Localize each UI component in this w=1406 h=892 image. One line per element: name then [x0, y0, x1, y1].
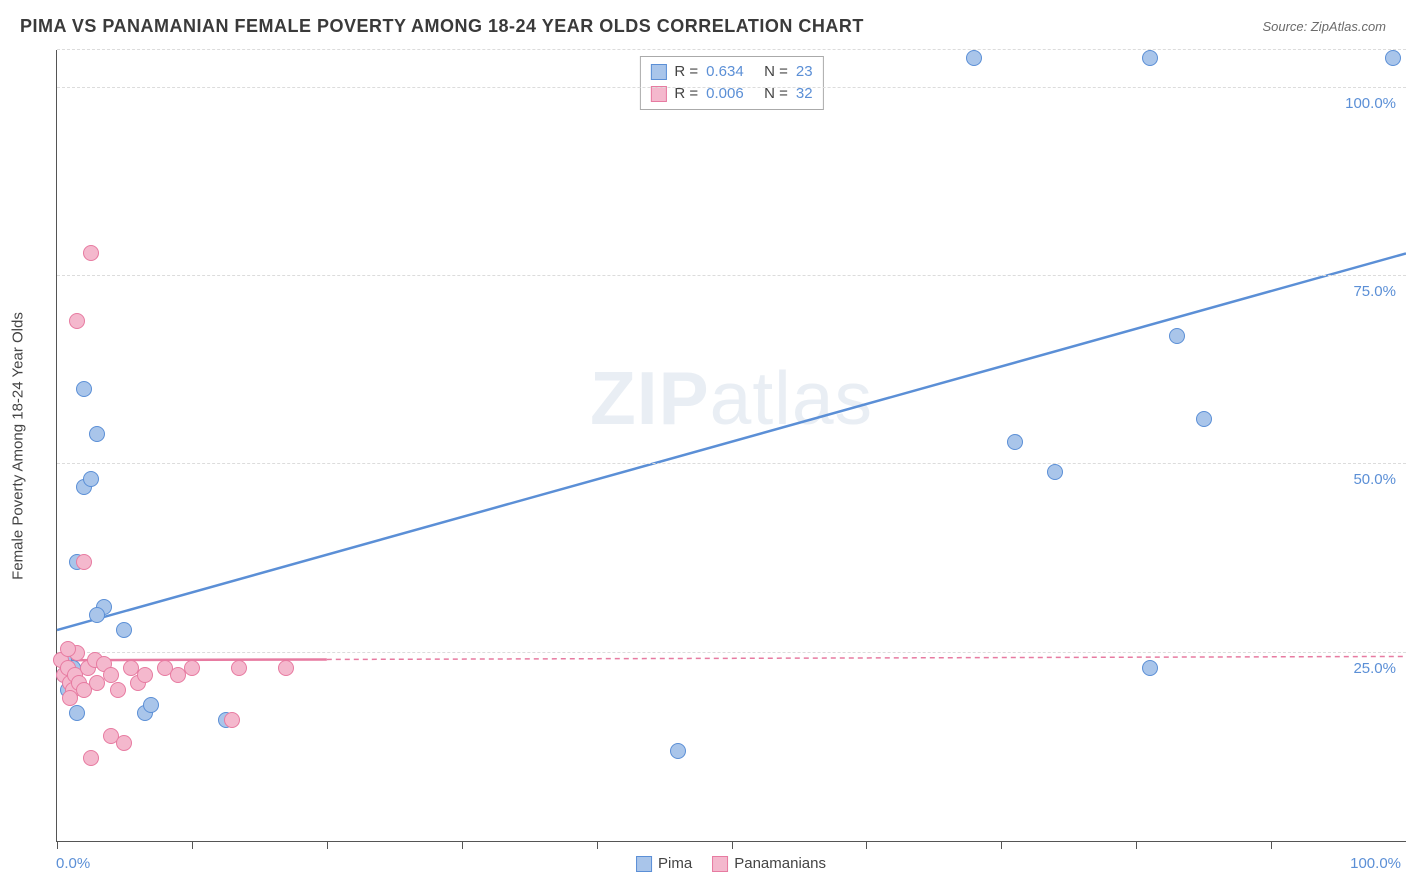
x-tick — [192, 841, 193, 849]
trend-line-dashed — [327, 656, 1406, 659]
scatter-point — [76, 554, 92, 570]
scatter-point — [278, 660, 294, 676]
x-tick-label: 0.0% — [56, 855, 90, 872]
x-tick — [1001, 841, 1002, 849]
scatter-point — [1169, 328, 1185, 344]
legend-label: Panamanians — [734, 855, 826, 872]
scatter-point — [89, 426, 105, 442]
x-tick — [732, 841, 733, 849]
scatter-point — [76, 381, 92, 397]
scatter-point — [224, 712, 240, 728]
legend-item: Pima — [636, 855, 692, 872]
y-tick-label: 75.0% — [1353, 283, 1396, 300]
y-tick-label: 50.0% — [1353, 471, 1396, 488]
scatter-point — [69, 705, 85, 721]
scatter-point — [1142, 50, 1158, 66]
x-tick — [1271, 841, 1272, 849]
scatter-point — [89, 607, 105, 623]
scatter-point — [137, 667, 153, 683]
scatter-point — [103, 667, 119, 683]
stat-n-label: N = — [764, 61, 788, 83]
x-tick-label: 100.0% — [1350, 855, 1401, 872]
scatter-point — [231, 660, 247, 676]
stat-n-value: 23 — [796, 61, 813, 83]
x-tick — [327, 841, 328, 849]
legend-swatch — [712, 856, 728, 872]
stat-r-value: 0.634 — [706, 61, 756, 83]
watermark: ZIPatlas — [590, 355, 873, 441]
scatter-point — [1007, 434, 1023, 450]
plot-area: Female Poverty Among 18-24 Year Olds ZIP… — [56, 50, 1406, 842]
x-tick — [597, 841, 598, 849]
stats-legend-box: R =0.634N =23R =0.006N =32 — [639, 56, 823, 110]
series-legend: Pima Panamanians — [636, 855, 826, 872]
legend-label: Pima — [658, 855, 692, 872]
scatter-point — [69, 313, 85, 329]
scatter-point — [83, 245, 99, 261]
gridline — [57, 652, 1406, 653]
y-axis-title: Female Poverty Among 18-24 Year Olds — [10, 312, 27, 580]
scatter-point — [83, 750, 99, 766]
gridline — [57, 275, 1406, 276]
scatter-point — [184, 660, 200, 676]
stats-row: R = 0.634 N = 23 — [650, 61, 812, 83]
scatter-point — [116, 622, 132, 638]
x-tick — [1136, 841, 1137, 849]
scatter-point — [60, 641, 76, 657]
trend-line-solid — [57, 253, 1406, 630]
scatter-point — [83, 471, 99, 487]
gridline — [57, 49, 1406, 50]
x-tick — [866, 841, 867, 849]
scatter-point — [1385, 50, 1401, 66]
y-tick-label: 25.0% — [1353, 660, 1396, 677]
source-label: Source: ZipAtlas.com — [1262, 19, 1386, 34]
scatter-point — [110, 682, 126, 698]
y-tick-label: 100.0% — [1345, 95, 1396, 112]
legend-item: Panamanians — [712, 855, 826, 872]
gridline — [57, 463, 1406, 464]
scatter-point — [1142, 660, 1158, 676]
scatter-point — [116, 735, 132, 751]
scatter-point — [966, 50, 982, 66]
legend-swatch — [650, 86, 666, 102]
chart-title: PIMA VS PANAMANIAN FEMALE POVERTY AMONG … — [20, 16, 864, 37]
gridline — [57, 87, 1406, 88]
scatter-point — [1047, 464, 1063, 480]
trend-lines — [57, 50, 1406, 841]
stat-r-label: R = — [674, 61, 698, 83]
x-tick — [57, 841, 58, 849]
legend-swatch — [636, 856, 652, 872]
scatter-point — [1196, 411, 1212, 427]
scatter-point — [143, 697, 159, 713]
scatter-point — [670, 743, 686, 759]
legend-swatch — [650, 64, 666, 80]
x-tick — [462, 841, 463, 849]
